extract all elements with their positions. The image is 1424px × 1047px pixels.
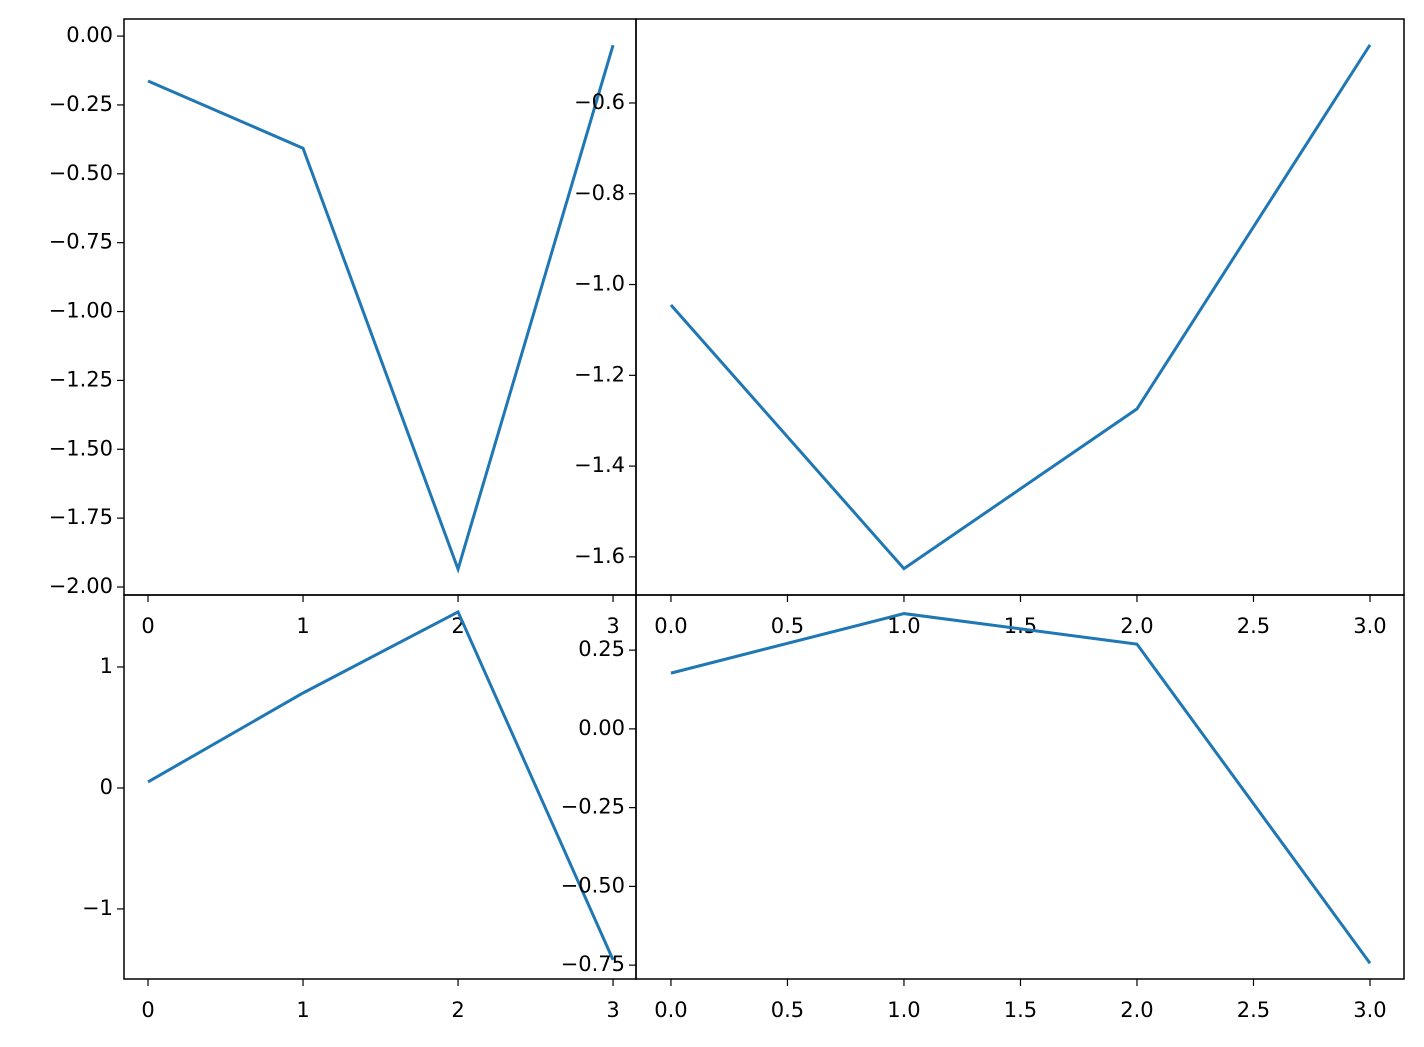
y-tick-label: −1.2 xyxy=(574,362,625,386)
y-tick-label: −1.00 xyxy=(49,299,113,323)
y-tick-label: −2.00 xyxy=(49,574,113,598)
x-tick-label: 1 xyxy=(296,998,309,1022)
x-tick-label: 1.5 xyxy=(1004,998,1037,1022)
y-tick-label: 0 xyxy=(100,775,113,799)
x-tick-label: 2.5 xyxy=(1237,614,1270,638)
y-tick-label: −0.6 xyxy=(574,90,625,114)
y-tick-label: 0.00 xyxy=(66,23,113,47)
x-tick-label: 0.0 xyxy=(654,614,687,638)
y-tick-label: −0.8 xyxy=(574,181,625,205)
axes-frame xyxy=(635,18,1405,596)
y-tick-label: 0.25 xyxy=(578,637,625,661)
x-tick-label: 3.0 xyxy=(1353,614,1386,638)
y-tick-label: 1 xyxy=(100,654,113,678)
x-tick-label: 3.0 xyxy=(1353,998,1386,1022)
x-tick-label: 2.0 xyxy=(1120,614,1153,638)
y-tick-label: −0.75 xyxy=(49,230,113,254)
data-line xyxy=(670,612,1372,965)
y-tick-label: −1 xyxy=(82,896,113,920)
y-tick-label: −1.4 xyxy=(574,453,625,477)
subplot: 1 0 −1 0 1 2 3 xyxy=(82,594,637,1022)
data-line xyxy=(147,609,615,961)
x-tick-label: 1 xyxy=(296,614,309,638)
y-tick-label: −1.6 xyxy=(574,544,625,568)
x-tick-label: 2.0 xyxy=(1120,998,1153,1022)
y-tick-label: −0.25 xyxy=(49,92,113,116)
x-tick-label: 1.0 xyxy=(887,998,920,1022)
x-tick-label: 3 xyxy=(606,998,619,1022)
y-tick-label: −0.25 xyxy=(561,795,625,819)
x-tick-label: 0 xyxy=(141,998,154,1022)
x-tick-label: 3 xyxy=(606,614,619,638)
y-tick-label: 0.00 xyxy=(578,716,625,740)
x-tick-label: 0.5 xyxy=(771,998,804,1022)
axes-frame xyxy=(635,594,1405,980)
x-tick-label: 0 xyxy=(141,614,154,638)
y-tick-label: −1.75 xyxy=(49,505,113,529)
x-tick-label: 0.0 xyxy=(654,998,687,1022)
data-line xyxy=(669,44,1372,571)
x-tick-label: 2 xyxy=(451,998,464,1022)
subplot: 0.00−0.25−0.50−0.75−1.00−1.25−1.50−1.75−… xyxy=(49,18,637,638)
x-tick-label: 2.5 xyxy=(1237,998,1270,1022)
subplot: 0.25 0.00 −0.25 −0.50 −0.75 0.0 0.5 1.0 1.5 2.0 2.… xyxy=(561,594,1405,1022)
y-tick-label: −0.75 xyxy=(561,952,625,976)
x-tick-label: 0.5 xyxy=(771,614,804,638)
y-tick-label: −1.0 xyxy=(574,272,625,296)
data-line xyxy=(147,44,615,574)
y-tick-label: −1.25 xyxy=(49,367,113,391)
y-tick-label: −1.50 xyxy=(49,436,113,460)
x-tick-label: 1.0 xyxy=(887,614,920,638)
y-tick-label: −0.50 xyxy=(561,873,625,897)
subplot: −0.6−0.8−1.0−1.2−1.4−1.60.0 0.5 1.0 1.5 2.0 2… xyxy=(574,18,1405,638)
y-tick-label: −0.50 xyxy=(49,161,113,185)
